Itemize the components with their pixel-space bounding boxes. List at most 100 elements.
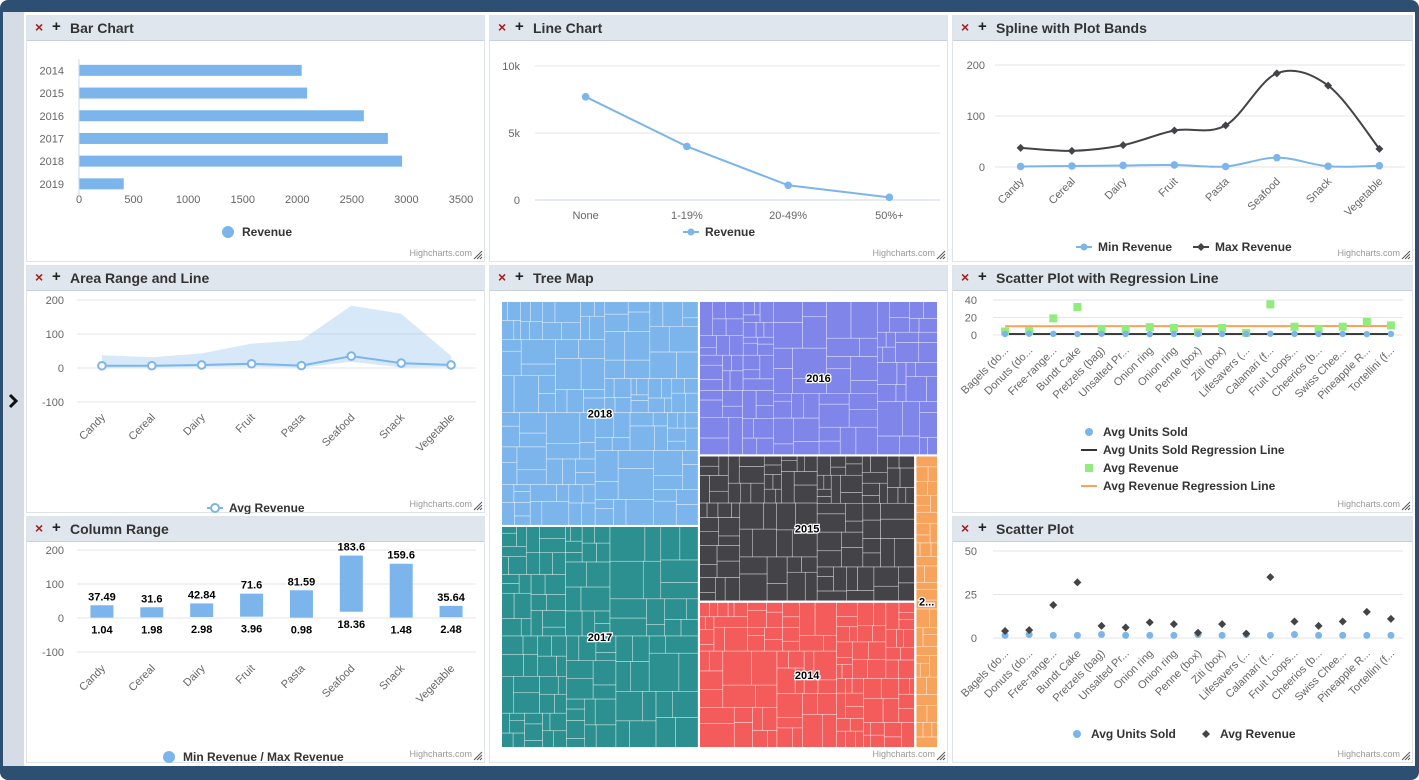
treemap-label: 2014 — [795, 670, 820, 682]
highcharts-credit[interactable]: Highcharts.com — [1337, 499, 1400, 509]
add-icon[interactable]: + — [52, 519, 61, 536]
resize-grip-icon[interactable] — [1401, 501, 1411, 511]
treemap-label: 2... — [919, 597, 934, 609]
x-tick-label: 50%+ — [875, 210, 903, 222]
add-icon[interactable]: + — [978, 18, 987, 35]
resize-grip-icon[interactable] — [936, 751, 946, 761]
data-point — [1242, 629, 1251, 638]
highcharts-credit[interactable]: Highcharts.com — [409, 499, 472, 509]
data-point — [1194, 330, 1202, 338]
treemap-group[interactable] — [500, 524, 700, 749]
data-point — [1049, 631, 1057, 639]
data-label-high: 31.6 — [141, 593, 162, 605]
data-point — [346, 351, 357, 361]
series-line-avg-revenue — [101, 355, 452, 367]
column-range-bar[interactable] — [90, 605, 114, 618]
close-icon[interactable]: × — [498, 269, 507, 285]
add-icon[interactable]: + — [515, 18, 524, 35]
add-icon[interactable]: + — [978, 519, 987, 536]
legend-item[interactable]: Avg Revenue — [1220, 727, 1296, 741]
data-point — [1218, 330, 1226, 338]
resize-grip-icon[interactable] — [1401, 751, 1411, 761]
data-point — [1169, 620, 1178, 629]
series-line-min-revenue — [1020, 156, 1380, 168]
legend-item[interactable]: Revenue — [242, 225, 292, 239]
data-point — [1073, 303, 1082, 311]
close-icon[interactable]: × — [35, 520, 44, 536]
data-label-high: 159.6 — [387, 550, 415, 562]
legend-item[interactable]: Min Revenue / Max Revenue — [183, 750, 344, 764]
bar — [79, 87, 308, 99]
close-icon[interactable]: × — [961, 19, 970, 35]
x-tick-label: Seafood — [320, 663, 357, 700]
x-tick-label: Candy — [77, 662, 108, 693]
treemap-group-border — [914, 454, 940, 749]
add-icon[interactable]: + — [52, 18, 61, 35]
column-range-bar[interactable] — [439, 605, 463, 618]
legend-item[interactable]: Avg Revenue — [1103, 461, 1179, 475]
add-icon[interactable]: + — [515, 268, 524, 285]
highcharts-credit[interactable]: Highcharts.com — [872, 749, 935, 759]
legend-item[interactable]: Avg Revenue Regression Line — [1103, 479, 1276, 493]
close-icon[interactable]: × — [35, 19, 44, 35]
data-point — [1119, 161, 1127, 170]
resize-grip-icon[interactable] — [936, 250, 946, 260]
expand-sidebar-chevron-icon[interactable] — [6, 393, 20, 409]
resize-grip-icon[interactable] — [473, 501, 483, 511]
close-icon[interactable]: × — [498, 19, 507, 35]
y-tick-label: 100 — [46, 579, 64, 591]
column-range-bar[interactable] — [339, 555, 363, 612]
add-icon[interactable]: + — [52, 268, 61, 285]
y-tick-label: 2017 — [40, 133, 64, 145]
legend-item[interactable]: Avg Units Sold — [1091, 727, 1176, 741]
resize-grip-icon[interactable] — [1401, 250, 1411, 260]
data-point — [1266, 573, 1275, 582]
legend-item[interactable]: Min Revenue — [1098, 240, 1172, 254]
column-range-bar[interactable] — [190, 603, 214, 617]
x-tick-label: Dairy — [181, 662, 208, 689]
bar — [79, 178, 124, 190]
legend-item[interactable]: Avg Units Sold — [1103, 425, 1188, 439]
highcharts-credit[interactable]: Highcharts.com — [1337, 248, 1400, 258]
data-point — [1221, 121, 1230, 130]
close-icon[interactable]: × — [35, 269, 44, 285]
y-tick-label: 2018 — [40, 156, 64, 168]
highcharts-credit[interactable]: Highcharts.com — [872, 248, 935, 258]
data-point — [581, 93, 590, 101]
data-point — [1067, 146, 1076, 155]
bar — [79, 110, 364, 122]
data-label-low: 1.04 — [91, 625, 113, 637]
data-point — [1025, 626, 1034, 635]
x-tick-label: Cereal — [127, 663, 158, 694]
y-tick-label: 2016 — [40, 111, 64, 123]
data-point — [885, 193, 894, 202]
treemap-group[interactable] — [697, 600, 917, 749]
column-range-bar[interactable] — [140, 607, 164, 618]
legend-item[interactable]: Avg Revenue — [229, 501, 305, 514]
resize-grip-icon[interactable] — [473, 250, 483, 260]
data-label-low: 2.48 — [440, 624, 461, 636]
left-sidebar[interactable] — [3, 12, 24, 766]
data-label-low: 1.98 — [141, 624, 162, 636]
data-point — [446, 360, 456, 370]
y-tick-label: -100 — [42, 647, 64, 659]
legend-marker — [163, 751, 175, 763]
resize-grip-icon[interactable] — [473, 751, 483, 761]
column-range-bar[interactable] — [240, 593, 264, 617]
close-icon[interactable]: × — [961, 269, 970, 285]
highcharts-credit[interactable]: Highcharts.com — [409, 749, 472, 759]
area-range-plot: -100 0 100 200 Candy Cereal Dairy Fruit Pasta Sea… — [42, 295, 476, 514]
highcharts-credit[interactable]: Highcharts.com — [409, 248, 472, 258]
data-point — [296, 360, 307, 371]
highcharts-credit[interactable]: Highcharts.com — [1337, 749, 1400, 759]
add-icon[interactable]: + — [978, 268, 987, 285]
legend-item[interactable]: Max Revenue — [1215, 240, 1292, 254]
x-tick-label: Pasta — [279, 662, 308, 691]
column-range-bar[interactable] — [289, 590, 313, 618]
column-range-bar[interactable] — [389, 563, 413, 618]
legend-item[interactable]: Revenue — [705, 225, 755, 239]
legend-item[interactable]: Avg Units Sold Regression Line — [1103, 443, 1285, 457]
y-tick-label: 0 — [58, 363, 64, 375]
close-icon[interactable]: × — [961, 520, 970, 536]
